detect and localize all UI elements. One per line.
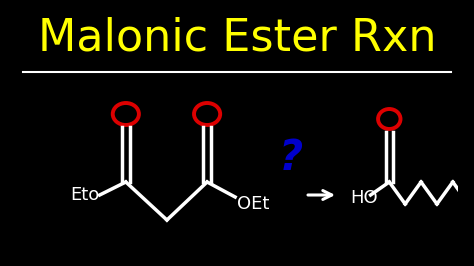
Text: Eto: Eto	[70, 186, 99, 204]
Text: Malonic Ester Rxn: Malonic Ester Rxn	[38, 16, 436, 60]
Text: HO: HO	[350, 189, 378, 207]
Text: OEt: OEt	[237, 195, 269, 213]
Text: ?: ?	[279, 137, 303, 179]
